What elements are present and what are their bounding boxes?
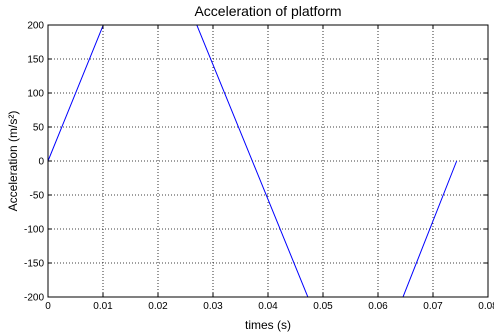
y-tick-label: -150 <box>24 259 44 270</box>
x-tick-label: 0.05 <box>313 301 333 312</box>
y-tick-label: 200 <box>27 21 44 32</box>
y-tick-label: -100 <box>24 225 44 236</box>
y-tick-label: 50 <box>33 123 45 134</box>
chart-title: Acceleration of platform <box>194 3 341 19</box>
x-tick-label: 0.08 <box>478 301 494 312</box>
y-tick-labels: 200 150 100 50 0 -50 -100 -150 -200 <box>24 21 44 304</box>
x-tick-label: 0.07 <box>423 301 443 312</box>
x-tick-label: 0.01 <box>93 301 113 312</box>
series-line-0 <box>48 25 458 297</box>
y-tick-label: 100 <box>27 89 44 100</box>
y-axis-title: Acceleration (m/s²) <box>6 111 20 212</box>
y-tick-label: -50 <box>30 191 45 202</box>
y-tick-label: 0 <box>38 157 44 168</box>
y-tick-label: 150 <box>27 55 44 66</box>
grid <box>48 25 488 297</box>
tick-marks <box>47 24 489 298</box>
x-tick-label: 0.04 <box>258 301 278 312</box>
x-tick-label: 0.02 <box>148 301 168 312</box>
series-layer <box>48 25 458 297</box>
x-tick-label: 0.03 <box>203 301 223 312</box>
y-tick-label: -200 <box>24 293 44 304</box>
x-tick-label: 0.06 <box>368 301 388 312</box>
x-tick-label: 0 <box>45 301 51 312</box>
x-tick-labels: 0 0.01 0.02 0.03 0.04 0.05 0.06 0.07 0.08 <box>45 301 494 312</box>
x-axis-title: times (s) <box>245 318 291 332</box>
